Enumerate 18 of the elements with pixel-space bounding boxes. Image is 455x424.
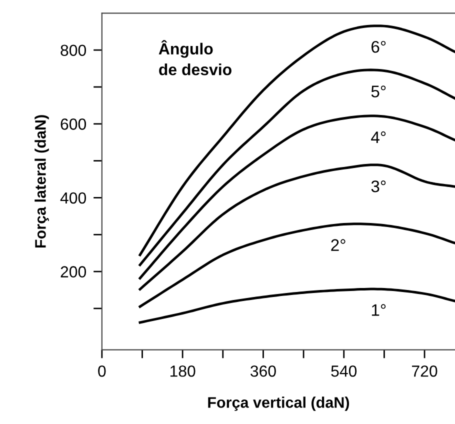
y-tick-label: 600 [60, 118, 86, 130]
series-label: 1° [372, 304, 386, 316]
y-tick-label: 200 [60, 266, 86, 278]
y-tick-label: 800 [60, 44, 86, 56]
y-axis-title: Força lateral (daN) [34, 115, 49, 248]
series-label: 2° [331, 239, 346, 251]
x-tick-label: 540 [331, 366, 357, 377]
x-tick-label: 720 [412, 366, 438, 377]
y-tick-label: 400 [60, 192, 86, 204]
x-axis-title: Força vertical (daN) [208, 396, 350, 411]
series-label: 3° [371, 180, 386, 192]
x-tick-label: 360 [250, 366, 276, 377]
series-label: 5° [371, 86, 386, 98]
x-tick-label: 180 [170, 366, 196, 377]
annotation: Ângulo de desvio [158, 40, 232, 76]
x-tick-label: 0 [98, 366, 106, 377]
series-label: 4° [371, 131, 386, 144]
series-label: 6° [372, 40, 386, 53]
